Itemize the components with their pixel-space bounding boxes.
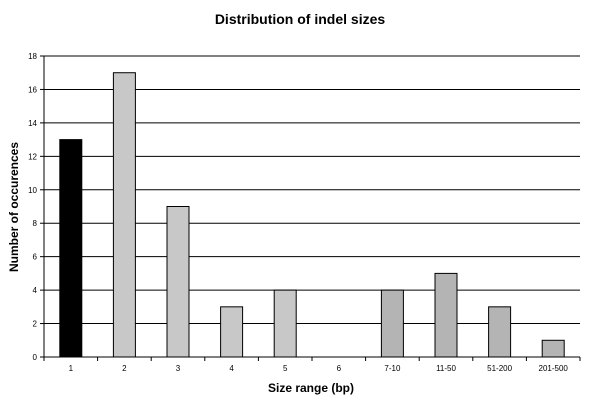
x-tick-label: 201-500 bbox=[539, 364, 569, 373]
bar bbox=[273, 289, 297, 358]
y-tick-label: 0 bbox=[33, 353, 38, 362]
y-tick-label: 16 bbox=[28, 85, 37, 94]
bar bbox=[112, 72, 136, 358]
y-axis-label: Number of occurences bbox=[7, 142, 21, 272]
axes bbox=[40, 55, 581, 361]
x-tick-label: 11-50 bbox=[436, 364, 456, 373]
bar bbox=[166, 206, 190, 358]
bar bbox=[434, 272, 458, 358]
bar bbox=[541, 339, 565, 358]
x-tick-label: 5 bbox=[283, 364, 288, 373]
bar bbox=[220, 306, 244, 358]
x-tick-label: 7-10 bbox=[384, 364, 401, 373]
y-tick-label: 4 bbox=[33, 286, 38, 295]
x-tick-label: 3 bbox=[176, 364, 181, 373]
y-tick-label: 2 bbox=[33, 320, 38, 329]
bar bbox=[488, 306, 512, 358]
bar bbox=[380, 289, 404, 358]
x-tick-label: 2 bbox=[122, 364, 127, 373]
x-tick-label: 51-200 bbox=[487, 364, 512, 373]
x-tick-label: 4 bbox=[229, 364, 234, 373]
y-tick-label: 12 bbox=[28, 152, 37, 161]
bars bbox=[59, 72, 565, 358]
chart-title: Distribution of indel sizes bbox=[215, 11, 386, 27]
y-tick-label: 18 bbox=[28, 52, 37, 61]
y-tick-labels: 0 2 4 6 8 10 12 14 16 18 bbox=[28, 52, 37, 362]
x-tick-label: 1 bbox=[69, 364, 74, 373]
bar bbox=[59, 139, 83, 358]
y-tick-label: 6 bbox=[33, 253, 38, 262]
x-axis-label: Size range (bp) bbox=[268, 381, 354, 395]
y-tick-label: 10 bbox=[28, 186, 37, 195]
y-tick-label: 8 bbox=[33, 219, 38, 228]
y-tick-label: 14 bbox=[28, 119, 37, 128]
x-tick-label: 6 bbox=[337, 364, 342, 373]
x-tick-labels: 1 2 3 4 5 6 7-10 11-50 51-200 201-500 bbox=[69, 364, 569, 373]
